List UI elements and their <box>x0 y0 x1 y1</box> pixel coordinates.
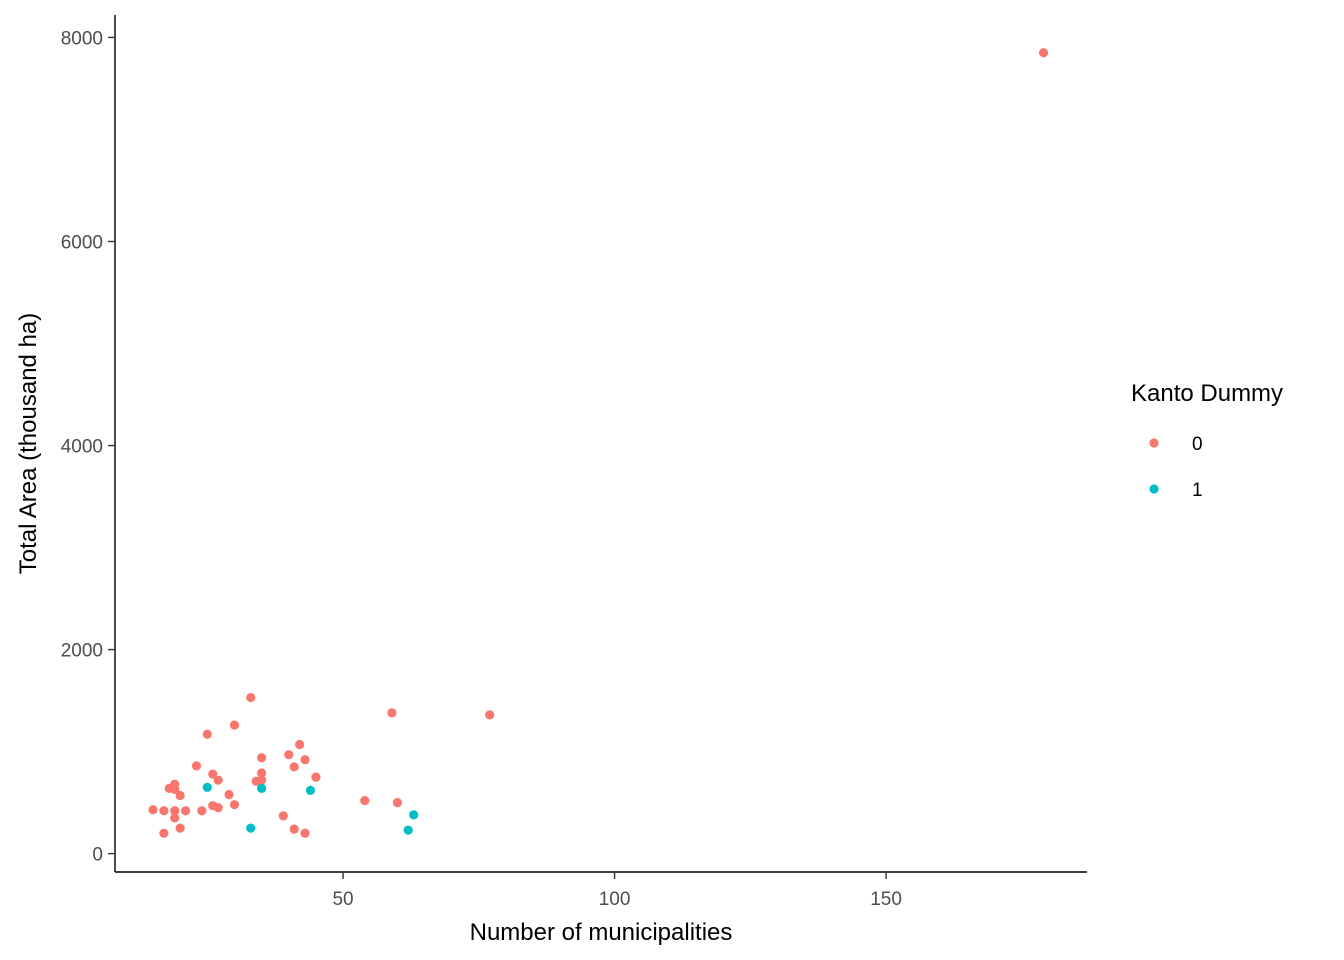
x-axis-title: Number of municipalities <box>470 919 733 946</box>
data-point-series-1 <box>257 783 267 793</box>
x-tick-label: 100 <box>599 889 631 910</box>
legend: Kanto Dummy 0 1 <box>1131 380 1283 501</box>
x-tick-label: 150 <box>870 889 902 910</box>
data-point-series-0 <box>257 753 267 763</box>
data-point-series-0 <box>159 828 169 838</box>
legend-title: Kanto Dummy <box>1131 380 1283 407</box>
data-point-series-0 <box>224 789 234 800</box>
data-point-series-1 <box>246 823 256 833</box>
data-point-series-0 <box>387 708 397 718</box>
data-point-series-0 <box>485 710 495 720</box>
data-point-series-1 <box>403 825 413 835</box>
y-tick-label: 0 <box>92 845 103 866</box>
y-tick-label: 4000 <box>61 437 103 458</box>
data-point-series-0 <box>229 720 240 730</box>
data-point-series-1 <box>409 810 419 820</box>
y-axis-title: Total Area (thousand ha) <box>15 313 42 575</box>
data-point-series-0 <box>289 762 299 772</box>
data-point-series-0 <box>278 811 288 821</box>
legend-key-0 <box>1149 438 1159 448</box>
legend-label-1: 1 <box>1192 480 1203 501</box>
x-tick-label: 50 <box>332 889 353 910</box>
data-point-series-0 <box>392 798 402 808</box>
data-point-series-0 <box>175 790 185 801</box>
y-tick-label: 2000 <box>61 641 103 662</box>
data-point-series-0 <box>175 823 185 833</box>
data-point-series-0 <box>246 692 256 703</box>
data-point-series-0 <box>213 803 223 813</box>
data-point-series-0 <box>295 739 305 750</box>
data-point-series-0 <box>170 813 180 823</box>
data-point-series-0 <box>311 772 321 782</box>
data-point-series-1 <box>305 785 316 795</box>
y-tick-label: 6000 <box>61 232 103 253</box>
data-point-series-0 <box>208 769 218 779</box>
data-point-series-0 <box>159 806 169 816</box>
data-point-series-0 <box>191 761 202 771</box>
axes: 50 100 150 0 2000 4000 6000 8000 Number of munic… <box>15 15 1087 946</box>
data-point-series-0 <box>300 755 310 765</box>
data-point-series-0 <box>170 806 180 816</box>
data-point-series-0 <box>170 784 180 794</box>
data-point-series-0 <box>360 795 370 806</box>
data-point-series-0 <box>213 775 223 785</box>
data-point-series-0 <box>257 775 267 785</box>
data-points <box>148 48 1049 838</box>
data-point-series-0 <box>229 800 240 810</box>
data-point-series-0 <box>148 805 158 815</box>
data-point-series-0 <box>257 768 267 778</box>
legend-label-0: 0 <box>1192 434 1203 455</box>
data-point-series-0 <box>284 750 294 760</box>
data-point-series-0 <box>180 806 191 816</box>
data-point-series-0 <box>197 806 207 816</box>
data-point-series-0 <box>289 824 299 834</box>
data-point-series-0 <box>202 729 212 739</box>
legend-key-1 <box>1149 484 1159 494</box>
y-tick-label: 8000 <box>61 28 103 49</box>
data-point-series-1 <box>202 782 212 792</box>
data-point-series-0 <box>1038 48 1049 58</box>
data-point-series-0 <box>300 828 310 838</box>
